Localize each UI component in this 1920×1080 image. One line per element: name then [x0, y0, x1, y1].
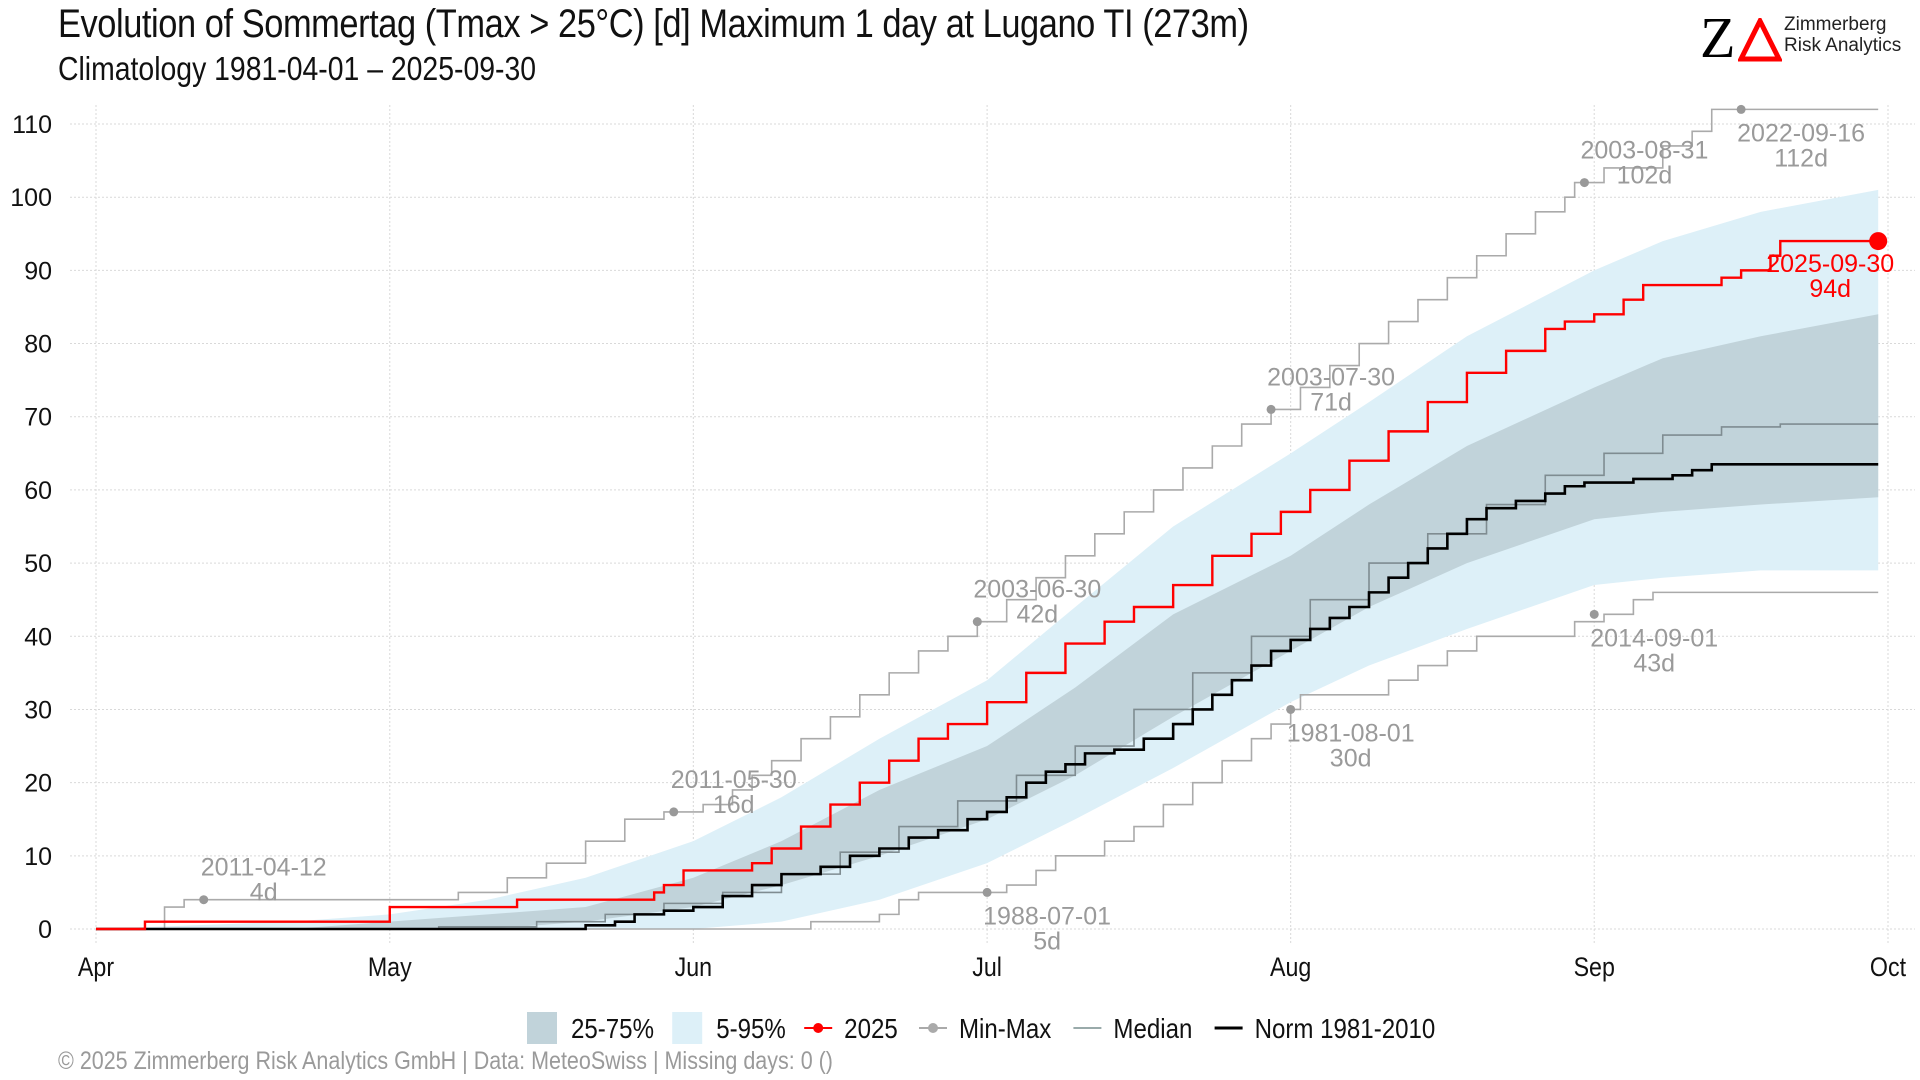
extreme-point-date-label: 2003-07-30 [1267, 363, 1395, 391]
legend-item-5-95--swatch [672, 1012, 703, 1044]
x-tick-label: Oct [1870, 952, 1906, 982]
y-tick-label: 60 [24, 477, 52, 505]
extreme-point-marker [1736, 104, 1746, 114]
extreme-point-date-label: 1981-08-01 [1287, 719, 1415, 747]
x-tick-label: May [368, 952, 412, 982]
extreme-point-marker [199, 895, 209, 905]
percentile-bands [96, 189, 1879, 930]
extreme-point-value-label: 4d [250, 879, 278, 907]
extreme-point-value-label: 5d [1033, 927, 1061, 955]
extreme-point-date-label: 2022-09-16 [1737, 119, 1865, 147]
y-tick-label: 70 [24, 404, 52, 432]
series-line-2025 [96, 239, 1879, 931]
y-axis: 0 10 20 30 40 50 60 70 80 90 100 110 [10, 111, 52, 944]
y-tick-label: 0 [38, 916, 52, 944]
chart-subtitle: Climatology 1981-04-01 – 2025-09-30 [58, 50, 537, 87]
x-tick-label: Jul [972, 952, 1002, 982]
extreme-point-value-label: 43d [1633, 649, 1675, 677]
y-tick-label: 10 [24, 843, 52, 871]
extreme-point-date-label: 1988-07-01 [983, 902, 1111, 930]
footer-credit: © 2025 Zimmerberg Risk Analytics GmbH | … [58, 1047, 833, 1075]
legend-item-2025-label: 2025 [844, 1012, 898, 1044]
legend-item-25-75--label: 25-75% [571, 1012, 654, 1044]
y-tick-label: 100 [10, 184, 52, 212]
extreme-point-value-label: 102d [1617, 162, 1673, 190]
legend-item-min-max-marker [928, 1023, 938, 1033]
extreme-point-date-label: 2003-08-31 [1580, 137, 1708, 165]
extreme-point-value-label: 71d [1310, 388, 1352, 416]
current-endpoint-date-label: 2025-09-30 [1766, 250, 1894, 278]
legend-item-min-max-label: Min-Max [959, 1012, 1051, 1044]
band-25-75 [96, 314, 1879, 930]
extreme-point-marker [972, 617, 982, 627]
series-line-norm-1981-2010 [96, 463, 1879, 931]
y-tick-label: 20 [24, 770, 52, 798]
y-tick-label: 80 [24, 331, 52, 359]
y-tick-label: 110 [12, 111, 52, 139]
extreme-point-marker [1266, 404, 1276, 414]
extreme-point-marker [1286, 704, 1296, 714]
y-tick-label: 90 [24, 257, 52, 285]
extreme-point-date-label: 2014-09-01 [1590, 624, 1718, 652]
logo-line-1: Zimmerberg [1784, 14, 1887, 35]
logo-delta-icon [1738, 18, 1782, 62]
y-tick-label: 40 [24, 623, 52, 651]
current-endpoint [1869, 232, 1888, 251]
logo-z-glyph: Z [1700, 5, 1736, 70]
series-line-median [96, 423, 1879, 930]
series-line-max [96, 108, 1879, 930]
extreme-point-value-label: 16d [713, 791, 755, 819]
extreme-point-marker [669, 807, 679, 817]
chart-title: Evolution of Sommertag (Tmax > 25°C) [d]… [58, 2, 1249, 46]
x-tick-label: Jun [675, 952, 712, 982]
x-tick-label: Apr [78, 952, 114, 982]
y-tick-label: 50 [24, 550, 52, 578]
current-endpoint-value-label: 94d [1809, 275, 1851, 303]
series-line-min [96, 591, 1879, 930]
band-5-95 [96, 189, 1879, 929]
x-tick-label: Aug [1270, 952, 1311, 982]
legend-item-norm-1981-2010-label: Norm 1981-2010 [1255, 1012, 1436, 1044]
series-lines [96, 108, 1879, 931]
extreme-point-marker [1579, 178, 1589, 188]
legend-item-2025-marker [813, 1023, 824, 1033]
extreme-point-date-label: 2011-05-30 [671, 766, 797, 794]
legend-item-5-95--label: 5-95% [716, 1012, 786, 1044]
x-tick-label: Sep [1574, 952, 1615, 982]
y-tick-label: 30 [24, 696, 52, 724]
extreme-point-value-label: 112d [1774, 144, 1828, 172]
extreme-point-value-label: 30d [1330, 744, 1372, 772]
extreme-point-date-label: 2011-04-12 [201, 854, 327, 882]
extreme-point-marker [982, 887, 992, 897]
legend-item-median-label: Median [1113, 1012, 1192, 1044]
extreme-point-value-label: 42d [1016, 601, 1058, 629]
logo-text: Zimmerberg Risk Analytics [1784, 14, 1901, 56]
x-axis: Apr May Jun Jul Aug Sep Oct [78, 952, 1906, 982]
extreme-point-date-label: 2003-06-30 [973, 576, 1101, 604]
extreme-point-marker [1589, 609, 1599, 619]
legend: 25-75% 5-95% 2025 Min-Max Median Norm 1981-20… [527, 1012, 1435, 1044]
logo-line-2: Risk Analytics [1784, 35, 1902, 56]
legend-item-25-75--swatch [527, 1012, 557, 1044]
